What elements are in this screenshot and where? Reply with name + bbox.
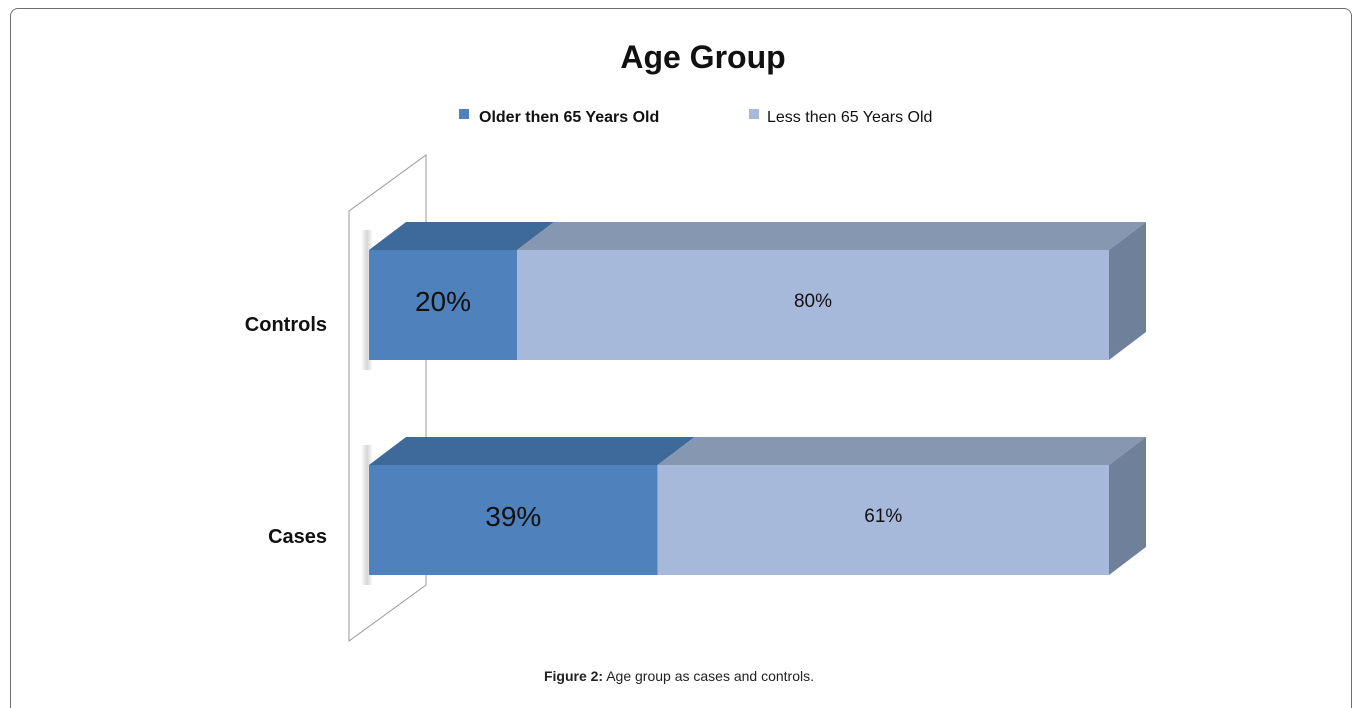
- bars: 20% 80% 39% 61%: [369, 222, 1146, 575]
- legend-label-less: Less then 65 Years Old: [767, 109, 932, 126]
- data-label-cases-series-2: 61%: [864, 506, 902, 527]
- legend-swatch-less: [749, 109, 759, 119]
- category-label-cases: Cases: [268, 526, 327, 548]
- chart: Age Group Older then 65 Years Old Less t…: [0, 0, 1358, 660]
- chart-title: Age Group: [620, 39, 785, 75]
- data-label-controls-series-2: 80%: [794, 291, 832, 312]
- legend-label-older: Older then 65 Years Old: [479, 109, 659, 126]
- data-label-cases-series-1: 39%: [485, 501, 541, 532]
- bar-cases-series-1-top: [369, 437, 695, 465]
- category-label-controls: Controls: [245, 314, 327, 336]
- legend: Older then 65 Years Old Less then 65 Yea…: [459, 109, 932, 126]
- bar-cases-series-2-top: [658, 437, 1146, 465]
- data-label-controls-series-1: 20%: [415, 286, 471, 317]
- legend-swatch-older: [459, 109, 469, 119]
- caption-label: Figure 2:: [544, 668, 603, 684]
- bar-controls-series-2-top: [517, 222, 1146, 250]
- caption-text: Age group as cases and controls.: [603, 668, 814, 684]
- figure-caption: Figure 2: Age group as cases and control…: [0, 668, 1358, 684]
